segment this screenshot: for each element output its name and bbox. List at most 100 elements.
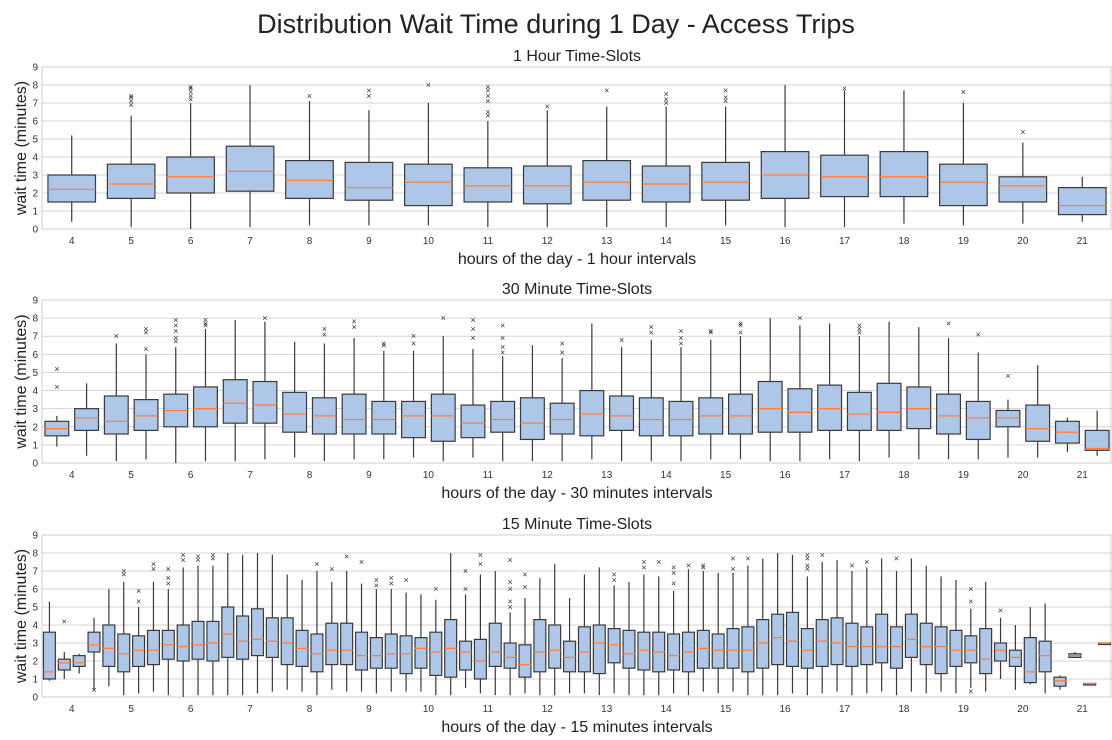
box-11: ×× — [473, 550, 487, 694]
outlier-marker: × — [129, 93, 134, 103]
box-iqr — [756, 618, 770, 669]
outlier-marker: × — [701, 562, 706, 572]
box-7 — [250, 553, 265, 694]
box-17: × — [820, 84, 869, 228]
box-20 — [1025, 365, 1051, 458]
box-4 — [42, 601, 56, 681]
outlier-marker: × — [121, 570, 126, 580]
outlier-marker: × — [322, 324, 327, 334]
box-13: × — [582, 85, 632, 228]
box-iqr — [429, 631, 443, 677]
box-11: ×× — [458, 566, 473, 688]
outlier-marker: × — [1020, 127, 1025, 137]
box-iqr — [609, 395, 635, 432]
box-iqr — [221, 606, 235, 659]
box-iqr — [166, 156, 215, 194]
y-tick-label: 7 — [32, 99, 38, 110]
y-tick-label: 0 — [32, 693, 38, 704]
box-8 — [282, 341, 308, 458]
box-iqr — [934, 626, 948, 675]
box-18: × — [889, 553, 904, 696]
outlier-marker: × — [686, 561, 691, 571]
box-iqr — [711, 633, 725, 669]
x-tick-label: 21 — [1077, 704, 1089, 715]
outlier-marker: × — [857, 324, 862, 334]
x-tick-label: 13 — [601, 236, 613, 247]
outlier-marker: × — [381, 338, 386, 348]
box-21 — [1083, 682, 1097, 686]
outlier-marker: × — [188, 87, 193, 97]
box-iqr — [845, 622, 859, 668]
box-17: × — [815, 550, 829, 694]
box-iqr — [577, 626, 591, 673]
box-19: × — [939, 87, 988, 226]
outlier-marker: × — [129, 96, 134, 106]
outlier-marker: × — [485, 82, 490, 92]
outlier-marker: × — [166, 564, 171, 574]
outlier-marker: × — [366, 91, 371, 101]
outlier-marker: × — [507, 602, 512, 612]
x-tick-label: 7 — [247, 470, 253, 481]
box-13: ×× — [607, 570, 621, 694]
x-tick-label: 21 — [1077, 470, 1089, 481]
box-14: ×× — [637, 557, 651, 696]
box-iqr — [998, 176, 1048, 203]
box-iqr — [282, 391, 308, 433]
outlier-marker: × — [351, 317, 356, 327]
y-tick-label: 1 — [32, 675, 38, 686]
outlier-marker: × — [522, 582, 527, 592]
box-6: ×× — [191, 552, 205, 696]
box-iqr — [354, 631, 369, 671]
x-tick-label: 14 — [661, 470, 673, 481]
box-iqr — [222, 379, 248, 424]
outlier-marker: × — [641, 557, 646, 567]
box-iqr — [250, 608, 265, 657]
outlier-marker: × — [173, 315, 178, 325]
outlier-marker: × — [262, 313, 267, 323]
outlier-marker: × — [723, 96, 728, 106]
outlier-marker: × — [470, 315, 475, 325]
outlier-marker: × — [181, 555, 186, 565]
outlier-marker: × — [307, 91, 312, 101]
outlier-marker: × — [114, 331, 119, 341]
box-13 — [579, 323, 605, 460]
box-iqr — [820, 154, 869, 198]
box-13: × — [609, 335, 635, 462]
box-iqr — [817, 384, 843, 432]
y-tick-label: 5 — [32, 603, 38, 614]
box-12 — [533, 578, 547, 696]
box-9: ×× — [344, 85, 394, 226]
x-tick-label: 10 — [423, 236, 435, 247]
outlier-marker: × — [946, 319, 951, 329]
y-axis-label: wait time (minutes) — [13, 81, 30, 216]
box-10: × — [429, 584, 443, 696]
box-iqr — [667, 633, 681, 671]
box-17 — [817, 323, 843, 460]
box-16 — [757, 318, 783, 462]
box-iqr — [146, 629, 161, 666]
outlier-marker: × — [411, 338, 416, 348]
outlier-marker: × — [195, 552, 200, 562]
outlier-marker: × — [507, 597, 512, 607]
box-iqr — [176, 624, 190, 662]
box-iqr — [72, 654, 86, 667]
box-21 — [1068, 652, 1082, 658]
box-iqr — [1023, 636, 1037, 684]
box-iqr — [1057, 187, 1107, 216]
box-iqr — [860, 626, 874, 666]
x-tick-label: 4 — [69, 704, 75, 715]
outlier-marker: × — [701, 561, 706, 571]
outlier-marker: × — [151, 564, 156, 574]
box-4 — [47, 135, 97, 222]
box-12: ×× — [549, 338, 575, 462]
box-iqr — [846, 391, 872, 432]
box-21 — [1084, 410, 1110, 456]
box-iqr — [285, 160, 334, 200]
box-14: ×× — [638, 322, 664, 462]
outlier-marker: × — [381, 340, 386, 350]
box-16 — [760, 85, 810, 228]
box-7 — [222, 319, 248, 462]
outlier-marker: × — [738, 319, 743, 329]
box-4: × — [87, 617, 101, 695]
